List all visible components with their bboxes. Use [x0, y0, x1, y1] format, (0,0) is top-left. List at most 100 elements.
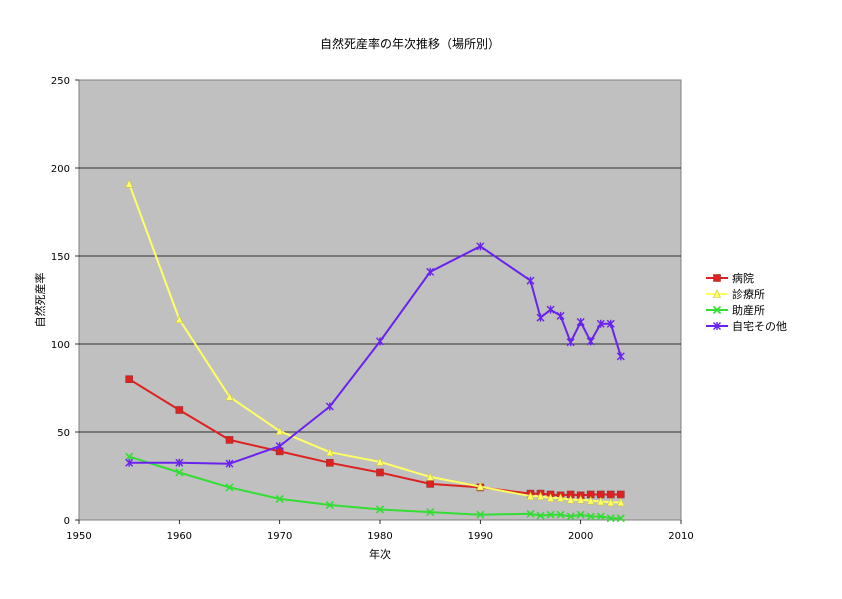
- x-tick-label: 2000: [568, 531, 593, 542]
- data-point: [576, 510, 585, 519]
- data-point: [125, 179, 134, 188]
- x-tick-label: 2010: [668, 531, 693, 542]
- data-point: [536, 491, 545, 501]
- x-tick-label: 1950: [66, 531, 91, 542]
- series-2: [125, 452, 625, 523]
- data-point: [536, 511, 545, 520]
- data-point: [566, 512, 575, 521]
- data-point: [616, 514, 625, 523]
- data-point: [556, 311, 565, 320]
- data-point: [325, 500, 334, 510]
- y-tick-label: 50: [57, 428, 70, 439]
- y-tick-label: 100: [51, 340, 70, 351]
- data-point: [476, 481, 485, 491]
- data-point: [325, 402, 334, 411]
- data-point: [426, 472, 435, 481]
- data-point: [576, 318, 585, 326]
- data-point: [225, 436, 234, 444]
- data-point: [376, 457, 384, 466]
- x-tick-label: 1970: [267, 531, 292, 542]
- data-point: [546, 493, 555, 502]
- data-point: [586, 337, 595, 346]
- x-axis-label: 年次: [369, 547, 391, 561]
- gridlines: [79, 167, 681, 433]
- y-tick-label: 150: [51, 252, 70, 263]
- data-point: [616, 352, 625, 361]
- data-point: [275, 494, 284, 503]
- data-point: [175, 314, 184, 324]
- y-tick-labels: 0 50 100 150 200 250: [51, 76, 79, 527]
- data-point: [596, 319, 605, 328]
- legend-marker: [712, 305, 722, 315]
- y-tick-label: 200: [51, 164, 70, 175]
- data-point: [175, 406, 184, 414]
- y-axis-label: 自然死産率: [33, 273, 47, 328]
- x-tick-labels: 1950 1960 1970 1980 1990 2000 2010: [66, 520, 694, 542]
- data-point: [566, 495, 575, 504]
- plot-area: [78, 79, 682, 521]
- data-point: [606, 497, 615, 507]
- data-point: [225, 459, 234, 468]
- legend-label: 自宅その他: [732, 319, 787, 333]
- series-line: [129, 245, 622, 465]
- data-point: [616, 497, 625, 507]
- x-tick-label: 1980: [367, 531, 392, 542]
- data-point: [376, 468, 384, 477]
- data-point: [616, 490, 625, 499]
- series-3: [125, 242, 625, 468]
- data-point: [596, 512, 605, 521]
- data-point: [426, 480, 434, 488]
- data-point: [536, 313, 545, 322]
- data-point: [586, 512, 595, 521]
- data-point: [546, 305, 555, 314]
- data-point: [326, 458, 334, 467]
- data-point: [606, 490, 615, 499]
- data-point: [125, 458, 134, 467]
- data-point: [325, 447, 334, 457]
- x-tick-label: 1960: [167, 531, 192, 542]
- data-point: [426, 267, 435, 276]
- data-point: [546, 510, 555, 519]
- data-point: [225, 392, 234, 401]
- chart-title: 自然死産率の年次推移（場所別）: [320, 36, 500, 51]
- data-point: [606, 319, 615, 328]
- data-point: [426, 508, 435, 517]
- data-point: [275, 442, 284, 451]
- data-point: [566, 338, 575, 347]
- data-point: [526, 276, 535, 285]
- data-point: [476, 242, 485, 251]
- data-point: [586, 495, 595, 505]
- series-line: [128, 455, 621, 520]
- data-point: [125, 375, 133, 384]
- legend-item: 自宅その他: [706, 319, 787, 333]
- data-point: [576, 495, 585, 504]
- data-point: [175, 458, 184, 467]
- series-1: [125, 179, 625, 507]
- data-point: [526, 491, 535, 501]
- data-point: [225, 483, 234, 492]
- data-point: [606, 514, 615, 523]
- data-point: [556, 510, 565, 519]
- data-point: [275, 426, 284, 435]
- legend-label: 診療所: [732, 287, 765, 301]
- data-point: [476, 510, 485, 519]
- legend-label: 病院: [732, 271, 754, 285]
- legend-item: 病院: [706, 271, 754, 285]
- data-point: [175, 468, 184, 477]
- y-tick-label: 250: [51, 76, 70, 87]
- legend-marker: [713, 289, 721, 298]
- data-point: [125, 452, 134, 461]
- legend-marker: [713, 322, 721, 330]
- x-tick-label: 1990: [468, 531, 493, 542]
- legend-item: 助産所: [706, 303, 765, 317]
- y-tick-label: 0: [64, 516, 70, 527]
- data-point: [556, 493, 565, 502]
- legend-marker: [713, 274, 721, 282]
- data-point: [526, 509, 535, 518]
- data-point: [376, 337, 384, 346]
- legend-label: 助産所: [732, 303, 765, 317]
- legend-item: 診療所: [706, 287, 765, 301]
